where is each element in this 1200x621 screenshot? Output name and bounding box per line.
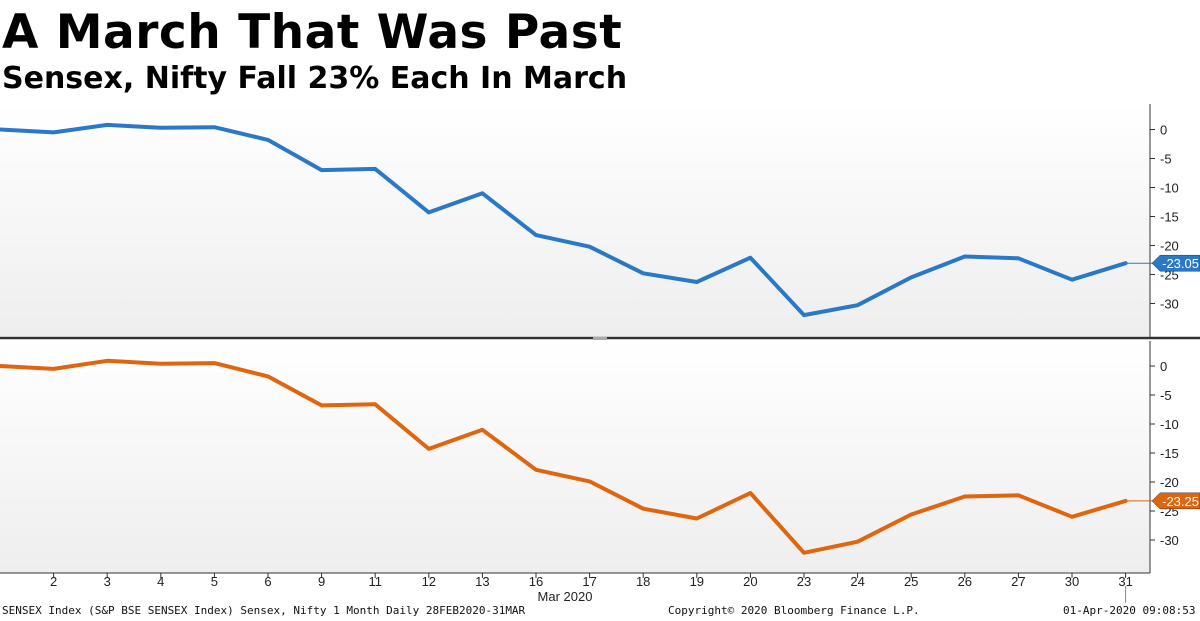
x-tick-label: 11 [368, 574, 382, 589]
bottom-y-tick-label: -20 [1160, 475, 1179, 490]
x-tick-label: 4 [157, 574, 164, 589]
x-tick-label: 9 [318, 574, 325, 589]
footer-timestamp: 01-Apr-2020 09:08:53 [1063, 604, 1196, 617]
x-tick-label: 17 [582, 574, 596, 589]
footer-copyright: Copyright© 2020 Bloomberg Finance L.P. [668, 604, 920, 617]
top-y-tick-label: -15 [1160, 210, 1179, 225]
x-tick-label: 2 [50, 574, 57, 589]
panel-divider-handle[interactable] [593, 337, 607, 340]
chart-title: A March That Was Past [2, 5, 623, 60]
x-tick-label: 6 [264, 574, 271, 589]
footer-source: SENSEX Index (S&P BSE SENSEX Index) Sens… [2, 604, 526, 617]
top-y-tick-label: -30 [1160, 297, 1179, 312]
bottom-y-tick-label: 0 [1160, 359, 1167, 374]
x-axis-label: Mar 2020 [538, 589, 593, 604]
x-tick-label: 30 [1065, 574, 1079, 589]
top-y-tick-label: -10 [1160, 181, 1179, 196]
x-tick-label: 27 [1011, 574, 1025, 589]
bottom-panel-layer: 0-5-10-15-20-25-30-23.25 [0, 358, 1200, 555]
x-tick-label: 26 [958, 574, 972, 589]
x-tick-label: 5 [211, 574, 218, 589]
x-tick-label: 24 [850, 574, 864, 589]
top-last-value-label: -23.05 [1162, 256, 1199, 271]
x-tick-label: 23 [797, 574, 811, 589]
x-tick-label: 19 [690, 574, 704, 589]
top-y-tick-label: -20 [1160, 239, 1179, 254]
x-axis-layer: 2 3 4 5 6 9 11 12 13 16 17 18 19 20 23 24 25 26 27 30 31 [50, 573, 1133, 603]
panel-bottom-background [0, 341, 1150, 573]
bottom-y-tick-label: -10 [1160, 417, 1179, 432]
bottom-last-value-tag [1151, 492, 1200, 510]
top-y-tick-label: -5 [1160, 152, 1172, 167]
top-last-value-tag [1151, 254, 1200, 272]
top-series-line [0, 122, 1128, 318]
bottom-last-value-label: -23.25 [1162, 494, 1199, 509]
x-tick-label: 16 [529, 574, 543, 589]
bottom-y-tick-label: -5 [1160, 388, 1172, 403]
x-tick-label: 13 [475, 574, 489, 589]
x-tick-label: 18 [636, 574, 650, 589]
bottom-series-line [0, 358, 1128, 555]
panel-top-background [0, 104, 1150, 336]
top-y-tick-label: 0 [1160, 123, 1167, 138]
x-tick-label: 25 [904, 574, 918, 589]
x-tick-label: 3 [104, 574, 111, 589]
top-panel-layer: 0-5-10-15-20-25-30-23.05 [0, 123, 1200, 318]
bottom-y-tick-label: -30 [1160, 533, 1179, 548]
bottom-y-tick-label: -15 [1160, 446, 1179, 461]
x-tick-label: 20 [743, 574, 757, 589]
chart-subtitle: Sensex, Nifty Fall 23% Each In March [2, 61, 628, 96]
x-tick-label: 31 [1118, 574, 1132, 589]
x-tick-label: 12 [422, 574, 436, 589]
